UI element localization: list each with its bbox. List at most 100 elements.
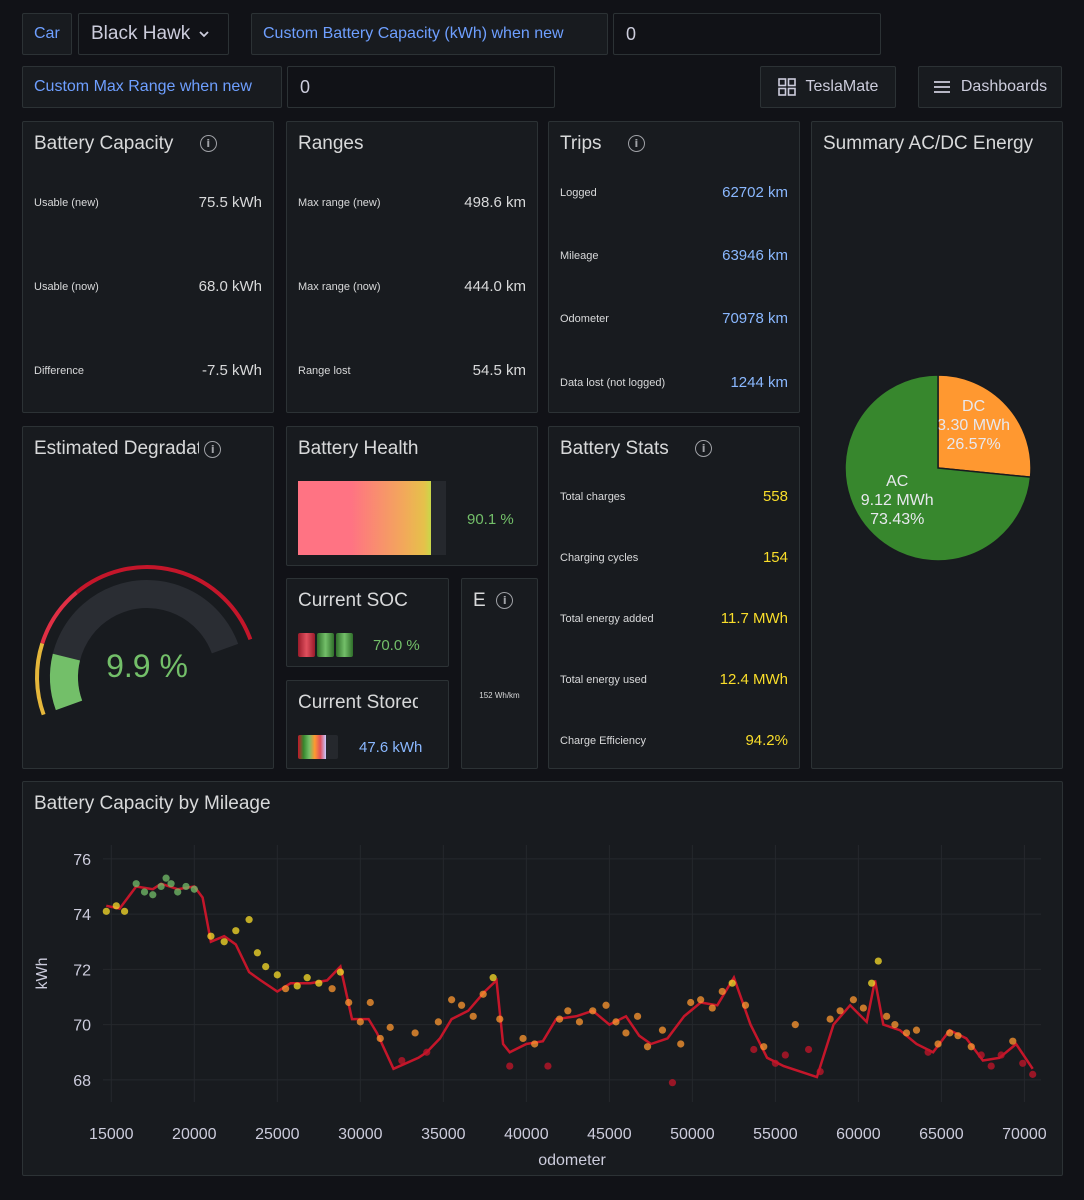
- data-point[interactable]: [182, 882, 190, 891]
- data-point[interactable]: [531, 1040, 539, 1048]
- data-point[interactable]: [479, 990, 487, 998]
- data-point[interactable]: [245, 916, 253, 924]
- data-point[interactable]: [519, 1034, 527, 1043]
- info-icon[interactable]: i: [204, 440, 222, 458]
- data-point[interactable]: [589, 1007, 597, 1015]
- data-point[interactable]: [457, 1001, 466, 1009]
- info-icon[interactable]: i: [627, 135, 645, 153]
- data-point[interactable]: [934, 1040, 942, 1048]
- data-point[interactable]: [469, 1012, 477, 1020]
- data-point[interactable]: [760, 1043, 768, 1051]
- data-point[interactable]: [434, 1018, 442, 1026]
- data-point[interactable]: [336, 968, 345, 976]
- data-point[interactable]: [411, 1029, 419, 1037]
- info-icon[interactable]: i: [496, 592, 514, 610]
- data-point[interactable]: [555, 1015, 564, 1023]
- data-point[interactable]: [253, 949, 261, 957]
- data-point[interactable]: [791, 1021, 799, 1029]
- data-point[interactable]: [489, 974, 497, 982]
- data-point[interactable]: [174, 888, 182, 896]
- data-point[interactable]: [544, 1062, 552, 1070]
- data-point[interactable]: [874, 957, 882, 965]
- data-point[interactable]: [232, 927, 240, 935]
- teslamate-button[interactable]: TeslaMate: [760, 66, 896, 108]
- data-point[interactable]: [207, 932, 215, 940]
- data-point[interactable]: [102, 907, 110, 915]
- data-point[interactable]: [954, 1032, 962, 1040]
- data-point[interactable]: [924, 1048, 932, 1056]
- data-point[interactable]: [967, 1043, 975, 1051]
- data-point[interactable]: [386, 1023, 394, 1031]
- data-point[interactable]: [718, 987, 726, 996]
- data-point[interactable]: [687, 998, 695, 1007]
- data-point[interactable]: [496, 1015, 504, 1023]
- data-point[interactable]: [345, 998, 353, 1007]
- data-point[interactable]: [602, 1001, 610, 1009]
- data-point[interactable]: [902, 1029, 911, 1037]
- data-point[interactable]: [140, 888, 149, 896]
- data-point[interactable]: [633, 1012, 642, 1020]
- data-point[interactable]: [356, 1018, 364, 1026]
- data-point[interactable]: [132, 880, 140, 888]
- data-point[interactable]: [771, 1059, 779, 1067]
- data-point[interactable]: [293, 982, 301, 990]
- data-point[interactable]: [977, 1051, 985, 1059]
- data-point[interactable]: [376, 1034, 384, 1043]
- data-point[interactable]: [750, 1045, 758, 1054]
- info-icon[interactable]: i: [199, 135, 217, 153]
- data-point[interactable]: [677, 1040, 685, 1048]
- data-point[interactable]: [506, 1062, 514, 1070]
- data-point[interactable]: [448, 996, 456, 1004]
- data-point[interactable]: [167, 880, 175, 888]
- data-point[interactable]: [741, 1001, 750, 1009]
- data-point[interactable]: [190, 885, 198, 893]
- data-point[interactable]: [162, 874, 170, 882]
- data-point[interactable]: [728, 979, 736, 987]
- data-point[interactable]: [859, 1004, 867, 1012]
- data-point[interactable]: [315, 979, 323, 987]
- data-point[interactable]: [273, 971, 281, 979]
- custom-max-range-input[interactable]: 0: [287, 66, 555, 108]
- data-point[interactable]: [120, 907, 129, 915]
- data-point[interactable]: [868, 979, 876, 987]
- data-point[interactable]: [423, 1048, 431, 1056]
- data-point[interactable]: [1019, 1059, 1027, 1067]
- data-point[interactable]: [1029, 1070, 1037, 1078]
- dashboards-button[interactable]: Dashboards: [918, 66, 1062, 108]
- data-point[interactable]: [883, 1012, 891, 1020]
- car-select[interactable]: Black Hawk: [78, 13, 229, 55]
- data-point[interactable]: [1009, 1037, 1017, 1045]
- data-point[interactable]: [946, 1029, 954, 1037]
- data-point[interactable]: [997, 1051, 1005, 1059]
- data-point[interactable]: [849, 996, 858, 1004]
- data-point[interactable]: [643, 1043, 652, 1051]
- custom-battery-capacity-input[interactable]: 0: [613, 13, 881, 55]
- data-point[interactable]: [816, 1068, 824, 1076]
- data-point[interactable]: [575, 1018, 584, 1026]
- data-point[interactable]: [781, 1051, 789, 1059]
- data-point[interactable]: [987, 1062, 995, 1070]
- data-point[interactable]: [149, 891, 157, 899]
- data-point[interactable]: [708, 1004, 716, 1012]
- data-point[interactable]: [891, 1021, 899, 1029]
- data-point[interactable]: [157, 882, 165, 891]
- data-point[interactable]: [697, 996, 705, 1004]
- data-point[interactable]: [328, 985, 336, 993]
- data-point[interactable]: [398, 1056, 406, 1065]
- data-point[interactable]: [262, 962, 270, 971]
- data-point[interactable]: [658, 1026, 667, 1034]
- data-point[interactable]: [836, 1007, 844, 1015]
- data-point[interactable]: [912, 1026, 921, 1034]
- data-point[interactable]: [366, 998, 374, 1007]
- data-point[interactable]: [564, 1007, 572, 1015]
- info-icon[interactable]: i: [695, 440, 713, 458]
- data-point[interactable]: [612, 1018, 620, 1026]
- data-point[interactable]: [303, 974, 311, 982]
- data-point[interactable]: [826, 1015, 834, 1023]
- data-point[interactable]: [112, 902, 120, 910]
- data-point[interactable]: [282, 985, 290, 993]
- data-point[interactable]: [804, 1045, 813, 1054]
- data-point[interactable]: [668, 1079, 677, 1087]
- data-point[interactable]: [622, 1029, 630, 1037]
- pie-slice-dc[interactable]: [937, 374, 1032, 478]
